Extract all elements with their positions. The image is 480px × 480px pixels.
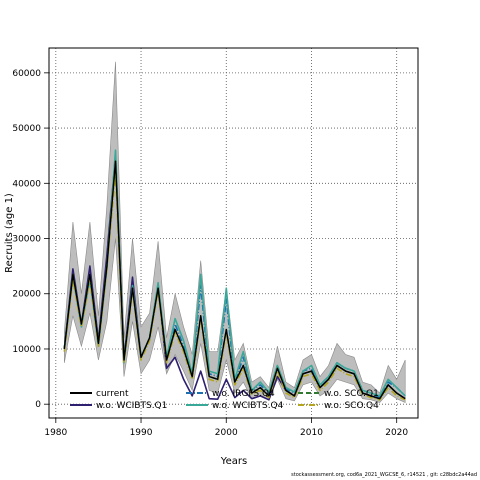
y-tick-label: 40000 — [12, 179, 41, 189]
y-tick-label: 0 — [35, 400, 41, 410]
legend-label: w.o. SCO.Q1 — [324, 389, 379, 399]
y-tick-label: 60000 — [12, 69, 41, 79]
x-axis-label: Years — [220, 456, 247, 467]
legend-label: w.o. SCO.Q4 — [324, 401, 379, 411]
legend-label: current — [96, 389, 129, 399]
x-tick-label: 1980 — [44, 428, 67, 438]
band-area — [64, 61, 406, 403]
plot-frame — [48, 47, 419, 419]
legend: current w.o. WCIBTS.Q1 w.o. IRGFS.Q4 w.o. W… — [70, 389, 379, 411]
y-tick-label: 20000 — [12, 290, 41, 300]
y-tick-label: 10000 — [12, 345, 41, 355]
legend-label: w.o. IRGFS.Q4 — [212, 389, 275, 399]
x-tick-label: 2000 — [215, 428, 238, 438]
x-tick-label: 1990 — [130, 428, 153, 438]
x-tick-label: 2020 — [385, 428, 408, 438]
x-tick-label: 2010 — [300, 428, 323, 438]
series-lines — [63, 149, 406, 401]
axis-ticks: 1980 1990 2000 2010 2020 0 10000 20000 30000 4000… — [12, 69, 408, 438]
y-tick-label: 50000 — [12, 124, 41, 134]
y-axis-label: Recruits (age 1) — [4, 193, 15, 273]
legend-label: w.o. WCIBTS.Q4 — [212, 401, 284, 411]
confidence-band — [64, 61, 406, 403]
series-line — [63, 160, 406, 400]
footer-credit: stockassessment.org, cod6a_2021_WGCSE_6,… — [291, 472, 477, 478]
legend-label: w.o. WCIBTS.Q1 — [96, 401, 167, 411]
y-tick-label: 30000 — [12, 235, 41, 245]
